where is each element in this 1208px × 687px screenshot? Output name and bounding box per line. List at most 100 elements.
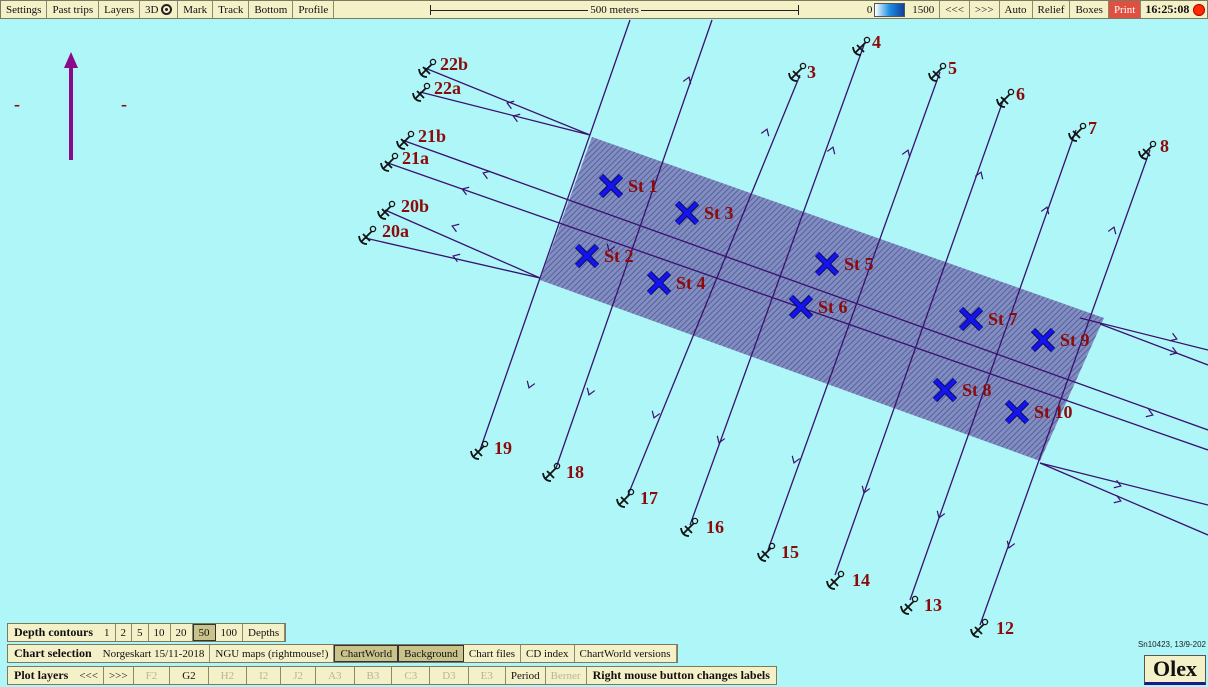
depth-contour-2-button[interactable]: 2 [116,624,133,641]
anchor-22b[interactable]: 22b [418,54,468,78]
past-trips-button[interactable]: Past trips [47,1,100,18]
anchor-label: 18 [566,462,584,482]
anchor-18[interactable]: 18 [542,462,584,482]
record-icon[interactable] [1193,3,1205,16]
berner-button[interactable]: Berner [546,667,587,684]
track-arrow-icon [451,223,460,233]
station-label: St 3 [704,203,734,223]
anchor-icon [996,88,1015,108]
plot-layer-h2-button[interactable]: H2 [209,667,248,684]
plot-layer-c3-button[interactable]: C3 [392,667,431,684]
anchor-label: 21b [418,126,446,146]
chart-item-5-button[interactable]: CD index [521,645,575,662]
profile-button[interactable]: Profile [293,1,335,18]
track-button[interactable]: Track [213,1,250,18]
station-label: St 7 [988,309,1018,329]
depth-contour-1-button[interactable]: 1 [99,624,116,641]
olex-logo[interactable]: Olex [1144,655,1206,685]
anchor-16[interactable]: 16 [680,517,724,537]
relief-button[interactable]: Relief [1033,1,1071,18]
anchor-4[interactable]: 4 [852,32,881,56]
anchor-19[interactable]: 19 [470,438,512,460]
anchor-5[interactable]: 5 [928,58,957,82]
anchor-12[interactable]: 12 [970,618,1014,638]
depth-contour-50-button[interactable]: 50 [192,624,216,641]
boxes-button[interactable]: Boxes [1070,1,1109,18]
anchor-icon [788,62,807,82]
anchor-21b[interactable]: 21b [396,126,446,150]
station-label: St 8 [962,380,992,400]
anchor-icon [358,225,377,245]
anchor-21a[interactable]: 21a [380,148,429,172]
station-label: St 6 [818,297,848,317]
3d-button[interactable]: 3D [140,1,179,18]
anchor-14[interactable]: 14 [826,570,870,590]
anchor-6[interactable]: 6 [996,84,1025,108]
anchor-17[interactable]: 17 [616,488,658,508]
station-2[interactable]: St 2 [577,246,634,266]
plot-layer-d3-button[interactable]: D3 [430,667,469,684]
anchor-20b[interactable]: 20b [377,196,429,220]
chart-item-4-button[interactable]: Chart files [464,645,522,662]
plot-layer-j2-button[interactable]: J2 [281,667,317,684]
anchor-20a[interactable]: 20a [358,221,409,245]
station-3[interactable]: St 3 [677,203,734,223]
depth-contour-20-button[interactable]: 20 [171,624,193,641]
auto-button[interactable]: Auto [1000,1,1033,18]
anchor-label: 19 [494,438,512,458]
anchor-8[interactable]: 8 [1138,136,1169,160]
track-arrow-icon [461,186,470,196]
station-8[interactable]: St 8 [935,380,992,400]
anchor-22a[interactable]: 22a [412,78,461,102]
station-markers: St 1 St 2 St 3 St 4 St 5 St 6 St 7 St 8 St 9 St 1… [577,176,1090,422]
track-arrow-icon [1107,226,1117,235]
anchor-13[interactable]: 13 [900,595,942,615]
chart-item-3-button[interactable]: Background [398,645,464,662]
station-5[interactable]: St 5 [817,254,874,274]
chart-selection-bar: Chart selection Norgeskart 15/11-2018 NGU… [7,644,678,663]
scale-tick-left [430,5,432,15]
anchor-15[interactable]: 15 [757,542,799,562]
period-button[interactable]: Period [506,667,546,684]
chart-item-0-button[interactable]: Norgeskart 15/11-2018 [98,645,211,662]
settings-button[interactable]: Settings [1,1,48,18]
anchor-label: 22b [440,54,468,74]
chart-map[interactable]: - - 22b22a21b21a20b20a345678191817161514… [0,19,1208,687]
station-label: St 9 [1060,330,1090,350]
plot-nav-prev-button[interactable]: <<< [74,667,104,684]
plot-layer-g2-button[interactable]: G2 [170,667,209,684]
plot-layer-i2-button[interactable]: I2 [247,667,282,684]
anchor-3[interactable]: 3 [788,62,816,82]
track-arrow-icon [512,113,521,123]
station-9[interactable]: St 9 [1033,330,1090,350]
station-7[interactable]: St 7 [961,309,1018,329]
station-6[interactable]: St 6 [791,297,848,317]
plot-nav-next-button[interactable]: >>> [104,667,134,684]
station-1[interactable]: St 1 [601,176,658,196]
plot-layer-f2-button[interactable]: F2 [134,667,171,684]
plot-layer-e3-button[interactable]: E3 [469,667,506,684]
depth-contour-5-button[interactable]: 5 [132,624,149,641]
plot-layer-a3-button[interactable]: A3 [316,667,355,684]
track-arrow-icon [974,171,984,180]
anchor-label: 7 [1088,118,1097,138]
nav-next-button[interactable]: >>> [970,1,1000,18]
scale-bar: 500 meters [430,1,799,18]
mark-button[interactable]: Mark [178,1,214,18]
anchor-icon [1068,122,1087,142]
depths-button[interactable]: Depths [243,624,286,641]
print-button[interactable]: Print [1108,1,1142,18]
anchor-7[interactable]: 7 [1068,118,1097,142]
chart-item-2-button[interactable]: ChartWorld [334,645,399,662]
chart-item-6-button[interactable]: ChartWorld versions [575,645,677,662]
plot-layer-b3-button[interactable]: B3 [355,667,393,684]
depth-contour-10-button[interactable]: 10 [149,624,171,641]
bottom-button[interactable]: Bottom [249,1,294,18]
depth-contour-100-button[interactable]: 100 [216,624,244,641]
anchor-label: 4 [872,32,881,52]
nav-prev-button[interactable]: <<< [940,1,970,18]
station-10[interactable]: St 10 [1007,402,1073,422]
station-4[interactable]: St 4 [649,273,706,293]
chart-item-1-button[interactable]: NGU maps (rightmouse!) [210,645,335,662]
layers-button[interactable]: Layers [99,1,141,18]
